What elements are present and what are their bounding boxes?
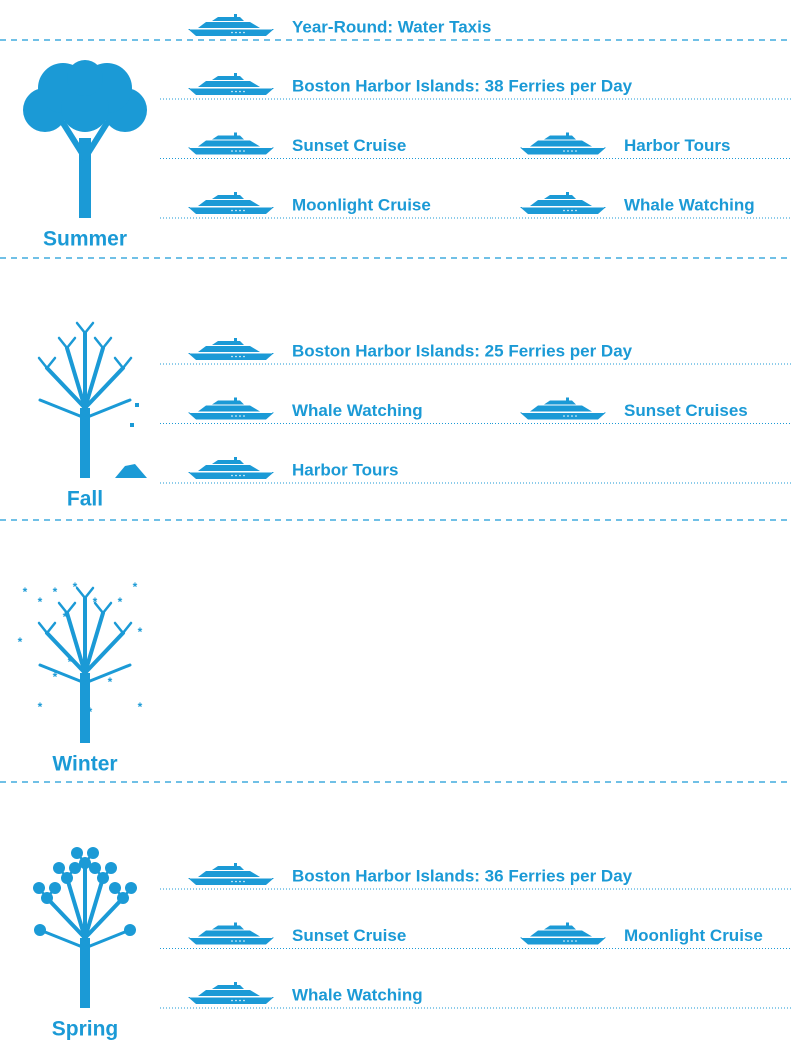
blossom: [61, 872, 73, 884]
snowflake: *: [108, 675, 113, 689]
ship-icon: [520, 192, 606, 214]
blossom: [87, 847, 99, 859]
branch: [59, 338, 67, 348]
service-item: Whale Watching: [624, 195, 755, 214]
snowflake: *: [23, 585, 28, 599]
snowflake: *: [133, 580, 138, 594]
branch: [103, 338, 111, 348]
snowflake: *: [38, 595, 43, 609]
branch: [123, 358, 131, 368]
tree-icon: [33, 847, 137, 1008]
branch: [47, 623, 55, 633]
ship-icon: [188, 338, 274, 360]
blossom: [124, 924, 136, 936]
leaf: [135, 403, 139, 407]
season-label: Summer: [43, 228, 127, 251]
snowflake: *: [53, 585, 58, 599]
tree-icon: [39, 323, 147, 478]
infographic: Year-Round: Water Taxis Summer Boston Har…: [0, 0, 792, 1044]
service-item: Boston Harbor Islands: 36 Ferries per Da…: [292, 866, 633, 885]
ship-icon: [188, 863, 274, 885]
blossom: [71, 847, 83, 859]
branch: [77, 323, 85, 333]
service-item: Harbor Tours: [624, 136, 730, 155]
snowflake: *: [93, 595, 98, 609]
service-item: Boston Harbor Islands: 25 Ferries per Da…: [292, 341, 633, 360]
ship-icon: [520, 133, 606, 155]
branch: [39, 623, 47, 633]
ship-icon: [520, 923, 606, 945]
branch: [123, 623, 131, 633]
snowflake: *: [53, 670, 58, 684]
snowflake: *: [138, 700, 143, 714]
ship-icon: [188, 73, 274, 95]
blossom: [117, 892, 129, 904]
service-item: Boston Harbor Islands: 38 Ferries per Da…: [292, 76, 633, 95]
blossom: [109, 882, 121, 894]
leaf-pile: [115, 464, 147, 478]
service-item: Harbor Tours: [292, 460, 398, 479]
service-item: Sunset Cruise: [292, 136, 406, 155]
blossom: [34, 924, 46, 936]
branch: [67, 603, 75, 613]
ship-icon: [188, 982, 274, 1004]
service-item: Whale Watching: [292, 985, 423, 1004]
branch: [115, 623, 123, 633]
tree-icon: [23, 60, 147, 218]
leaf: [130, 423, 134, 427]
blossom: [33, 882, 45, 894]
ship-icon: [188, 14, 274, 36]
branch: [115, 358, 123, 368]
season-label: Winter: [52, 753, 117, 776]
service-item: Moonlight Cruise: [292, 195, 431, 214]
ship-icon: [188, 192, 274, 214]
ship-icon: [188, 923, 274, 945]
ship-icon: [520, 398, 606, 420]
header-title: Year-Round: Water Taxis: [292, 17, 491, 36]
blossom: [49, 882, 61, 894]
ship-icon: [188, 457, 274, 479]
branch: [47, 358, 55, 368]
season-label: Fall: [67, 488, 103, 511]
snowflake: *: [63, 610, 68, 624]
blossom: [125, 882, 137, 894]
service-item: Whale Watching: [292, 401, 423, 420]
snowflake: *: [138, 625, 143, 639]
blossom: [105, 862, 117, 874]
service-item: Moonlight Cruise: [624, 926, 763, 945]
blossom: [97, 872, 109, 884]
canopy: [67, 60, 103, 96]
tree-icon: * * * * * * * * * * * * * * * *: [18, 580, 143, 743]
branch: [67, 338, 75, 348]
branch: [103, 603, 111, 613]
season-label: Spring: [52, 1018, 119, 1041]
snowflake: *: [118, 595, 123, 609]
ship-icon: [188, 133, 274, 155]
branch: [85, 323, 93, 333]
snowflake: *: [88, 705, 93, 719]
blossom: [53, 862, 65, 874]
snowflake: *: [38, 700, 43, 714]
snowflake: *: [18, 635, 23, 649]
service-item: Sunset Cruise: [292, 926, 406, 945]
blossom: [41, 892, 53, 904]
branch: [39, 358, 47, 368]
snowflake: *: [73, 580, 78, 594]
branch: [95, 338, 103, 348]
snowflake: *: [68, 655, 73, 669]
ship-icon: [188, 398, 274, 420]
blossom: [79, 857, 91, 869]
service-item: Sunset Cruises: [624, 401, 748, 420]
branch: [77, 588, 85, 598]
